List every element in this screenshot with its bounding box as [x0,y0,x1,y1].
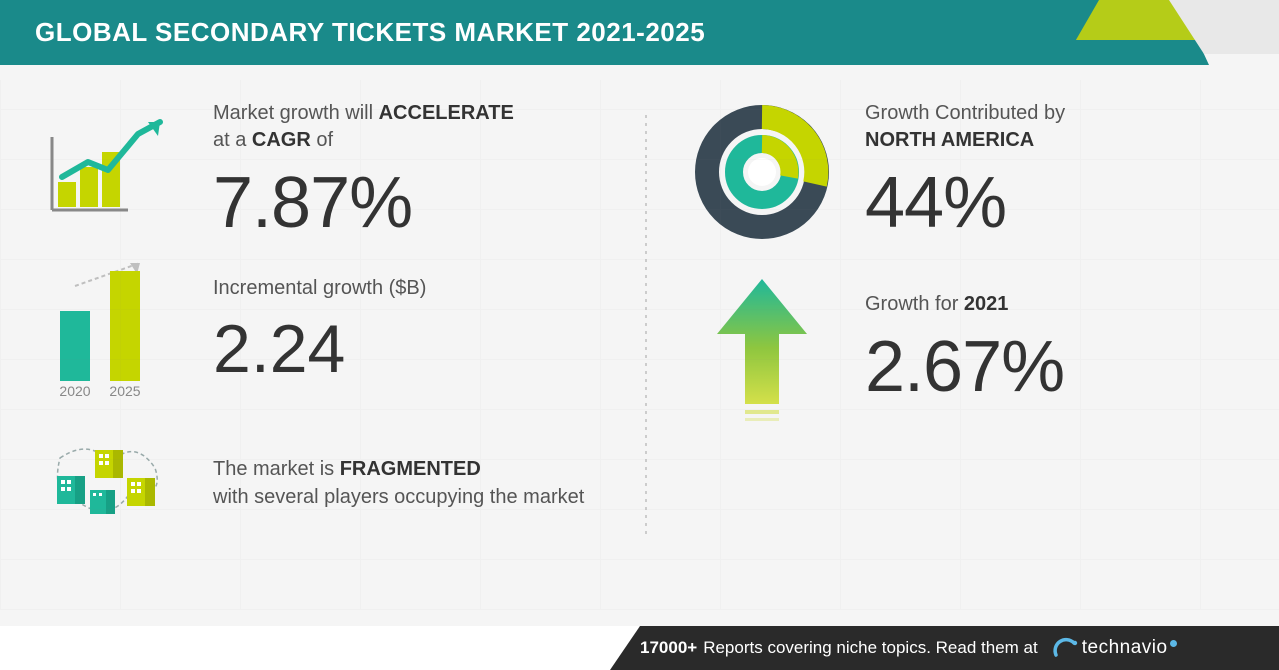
growth-year-label: Growth for 2021 [865,291,1207,318]
fragmented-text: The market is FRAGMENTED with several pl… [213,455,615,511]
growth-year-text: Growth for 2021 2.67% [865,291,1207,408]
svg-text:2025: 2025 [109,383,140,399]
frag-pre: The market is [213,458,340,480]
fragmented-icon [35,418,185,548]
donut-icon [687,107,837,237]
up-arrow-icon [687,284,837,414]
region-label: Growth Contributed by NORTH AMERICA [865,100,1207,154]
region-value: 44% [865,162,1207,244]
bar-compare-icon: 2020 2025 [35,266,185,396]
footer-text: Reports covering niche topics. Read them… [703,638,1038,658]
growth-year-panel: Growth for 2021 2.67% [687,284,1207,414]
cagr-label-post: of [311,129,333,151]
gy-label-bold: 2021 [964,293,1009,315]
logo-dot-icon [1170,640,1177,647]
cagr-label-bold: ACCELERATE [379,102,514,124]
technavio-logo: technavio [1052,635,1177,661]
incremental-text: Incremental growth ($B) 2.24 [213,275,615,388]
fragmented-desc: The market is FRAGMENTED with several pl… [213,455,615,511]
page-title: GLOBAL SECONDARY TICKETS MARKET 2021-202… [35,17,705,48]
cagr-panel: Market growth will ACCELERATE at a CAGR … [35,100,615,244]
header-bar: GLOBAL SECONDARY TICKETS MARKET 2021-202… [0,0,1279,65]
content-grid: Market growth will ACCELERATE at a CAGR … [0,65,1279,615]
fragmented-panel: The market is FRAGMENTED with several pl… [35,418,615,548]
logo-arc-icon [1052,635,1078,661]
logo-text: technavio [1082,637,1168,659]
cagr-label: Market growth will ACCELERATE at a CAGR … [213,100,615,154]
footer-bar: 17000+ Reports covering niche topics. Re… [640,626,1279,670]
footer-left-whitespace [0,626,640,670]
cagr-label-mid: at a [213,129,252,151]
svg-text:2020: 2020 [59,383,90,399]
header-corner-decoration [1059,0,1279,65]
cagr-label-pre: Market growth will [213,102,379,124]
cagr-label-bold2: CAGR [252,129,311,151]
cagr-value: 7.87% [213,162,615,244]
growth-chart-icon [35,107,185,237]
cagr-text: Market growth will ACCELERATE at a CAGR … [213,100,615,244]
left-column: Market growth will ACCELERATE at a CAGR … [35,100,615,615]
frag-post: with several players occupying the marke… [213,486,584,508]
corner-grey-accent [1169,0,1279,54]
region-label-pre: Growth Contributed by [865,102,1065,124]
right-column: Growth Contributed by NORTH AMERICA 44% [647,100,1207,615]
gy-label-pre: Growth for [865,293,964,315]
incremental-panel: 2020 2025 Incremental growth ($B) 2.24 [35,266,615,396]
frag-bold: FRAGMENTED [340,458,481,480]
region-text: Growth Contributed by NORTH AMERICA 44% [865,100,1207,244]
footer-count: 17000+ [640,638,697,658]
incremental-label: Incremental growth ($B) [213,275,615,302]
region-label-bold: NORTH AMERICA [865,129,1034,151]
region-panel: Growth Contributed by NORTH AMERICA 44% [687,100,1207,244]
incremental-value: 2.24 [213,310,615,388]
growth-year-value: 2.67% [865,326,1207,408]
